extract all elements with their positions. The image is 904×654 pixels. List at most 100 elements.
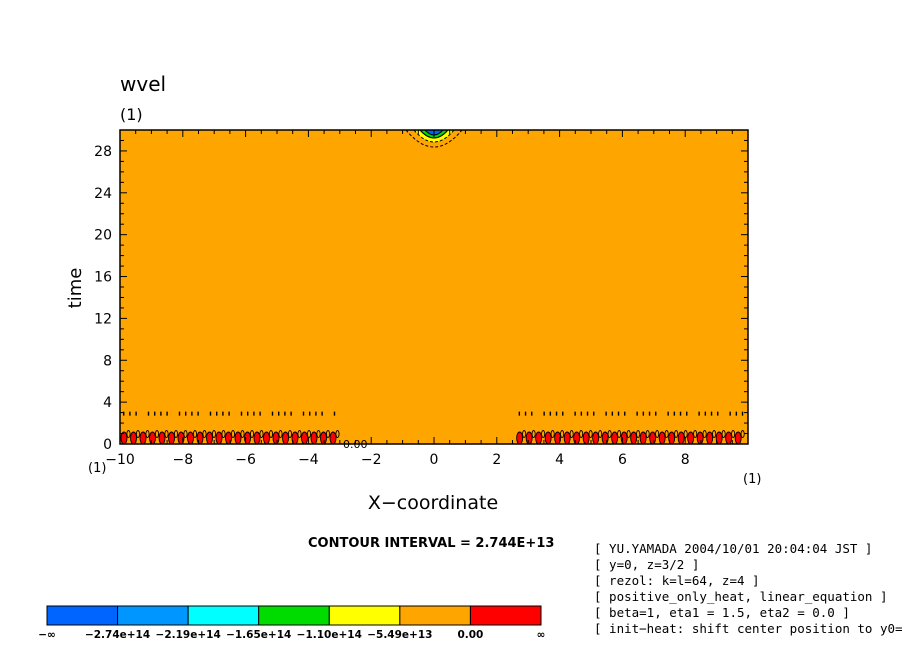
- contour-dash: [611, 411, 614, 416]
- contour-lobe: [259, 430, 264, 438]
- contour-dash: [655, 411, 657, 416]
- contour-lobe: [211, 430, 217, 438]
- contour-dash: [586, 411, 589, 416]
- red-lobe: [234, 431, 242, 445]
- red-lobe: [611, 431, 619, 445]
- red-lobe: [329, 431, 337, 445]
- contour-dash: [524, 411, 527, 416]
- contour-dash: [518, 411, 521, 416]
- contour-lobe: [712, 430, 717, 438]
- contour-dash: [735, 411, 738, 416]
- colorbar-label: −∞: [38, 629, 56, 641]
- colorbar-label: ∞: [537, 629, 546, 641]
- contour-dash: [185, 411, 187, 416]
- contour-dash: [284, 411, 286, 416]
- red-lobe: [639, 431, 647, 445]
- red-lobe: [649, 431, 657, 445]
- contour-dash: [197, 411, 199, 416]
- chart-subtitle: (1): [120, 105, 143, 124]
- contour-lobe: [541, 430, 546, 438]
- contour-lobe: [183, 430, 188, 438]
- x-tick-label: 6: [618, 452, 627, 468]
- plot-area: [120, 130, 748, 444]
- contour-lobe: [550, 430, 555, 438]
- contour-lobe: [135, 430, 141, 438]
- contour-dash: [240, 411, 243, 416]
- contour-dash: [717, 411, 719, 416]
- red-lobe: [301, 431, 308, 445]
- contour-dash: [543, 411, 545, 416]
- x-tick-label: −6: [235, 452, 256, 468]
- red-lobe: [573, 431, 581, 445]
- contour-lobe: [306, 430, 312, 438]
- red-lobe: [187, 431, 194, 445]
- contour-dash: [129, 411, 131, 416]
- contour-lobe: [316, 430, 321, 438]
- contour-lobe: [126, 430, 131, 438]
- contour-dash: [648, 411, 651, 416]
- x-axis: −10 −8 −6 −4 −2 0 2 4 6 8: [105, 130, 733, 468]
- info-line: [ y=0, z=3/2 ]: [594, 557, 699, 572]
- red-lobe: [516, 431, 524, 445]
- red-lobe: [544, 431, 552, 445]
- contour-dash: [321, 411, 323, 416]
- y-tick-label: 0: [103, 437, 112, 453]
- contour-dash: [259, 411, 261, 416]
- x-tick-label: 8: [681, 452, 690, 468]
- contour-dash: [617, 411, 620, 416]
- colorbar-label: 0.00: [457, 629, 483, 641]
- red-lobe: [320, 431, 327, 445]
- contour-lobe: [655, 430, 660, 438]
- contour-lobe: [531, 430, 536, 438]
- contour-dash: [302, 411, 305, 416]
- red-lobe: [310, 431, 318, 445]
- colorbar: −∞ −2.74e+14 −2.19e+14 −1.65e+14 −1.10e+14 −5…: [38, 605, 546, 641]
- plot-fill: [120, 130, 748, 444]
- red-lobe: [263, 431, 270, 445]
- red-lobe: [215, 431, 223, 445]
- contour-dash: [247, 411, 249, 416]
- contour-dash: [253, 411, 255, 416]
- contour-lobe: [731, 430, 736, 438]
- red-lobe: [525, 431, 533, 445]
- x-tick-label: −10: [105, 452, 135, 468]
- red-lobe: [687, 431, 695, 445]
- contour-lobe: [221, 430, 226, 438]
- contour-lobe: [598, 430, 603, 438]
- red-lobe: [592, 431, 600, 445]
- contour-dash: [624, 411, 626, 416]
- red-lobe: [272, 431, 280, 445]
- contour-dash: [667, 411, 669, 416]
- colorbar-swatch: [328, 605, 401, 626]
- x-unit-label: (1): [743, 472, 761, 487]
- red-lobe: [630, 431, 638, 445]
- y-tick-label: 4: [103, 395, 112, 411]
- red-lobe: [196, 431, 204, 445]
- red-lobe: [725, 431, 733, 445]
- x-axis-label: X−coordinate: [368, 492, 498, 514]
- contour-lobe: [617, 430, 622, 438]
- contour-dash: [636, 411, 638, 416]
- contour-dash: [123, 411, 125, 416]
- red-lobe: [149, 431, 156, 445]
- colorbar-swatch: [399, 605, 471, 626]
- contour-dash: [271, 411, 274, 416]
- contour-lobe: [607, 430, 612, 438]
- contour-dash: [154, 411, 156, 416]
- contour-dash: [160, 411, 162, 416]
- red-lobe: [677, 431, 685, 445]
- contour-lobe: [664, 430, 669, 438]
- contour-dash: [741, 411, 744, 416]
- colorbar-swatch: [46, 605, 119, 626]
- x-tick-label: 0: [430, 452, 439, 468]
- x-tick-label: −8: [172, 452, 193, 468]
- y-tick-label: 28: [94, 144, 112, 160]
- chart-title: wvel: [120, 72, 166, 96]
- red-lobe: [658, 431, 666, 445]
- contour-lobe: [569, 430, 574, 438]
- contour-dash: [593, 411, 595, 416]
- contour-dash: [704, 411, 707, 416]
- contour-dash: [605, 411, 607, 416]
- colorbar-label: −1.10e+14: [297, 629, 362, 641]
